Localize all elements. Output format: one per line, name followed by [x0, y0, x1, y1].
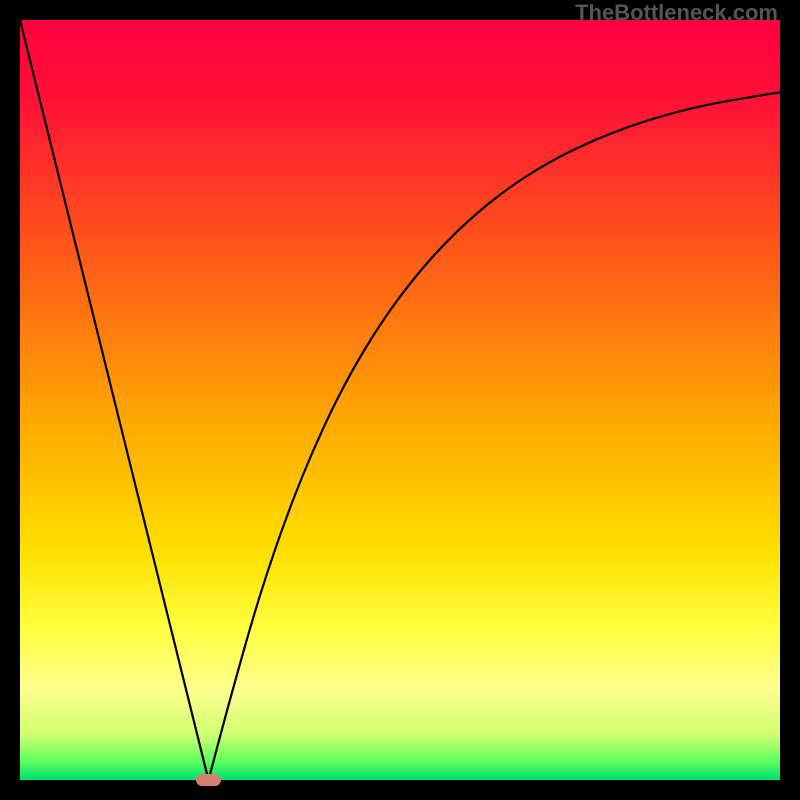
chart-container: TheBottleneck.com — [0, 0, 800, 800]
optimal-marker — [196, 774, 222, 786]
curve-svg — [20, 20, 780, 780]
bottleneck-curve — [20, 20, 780, 780]
plot-area — [20, 20, 780, 780]
